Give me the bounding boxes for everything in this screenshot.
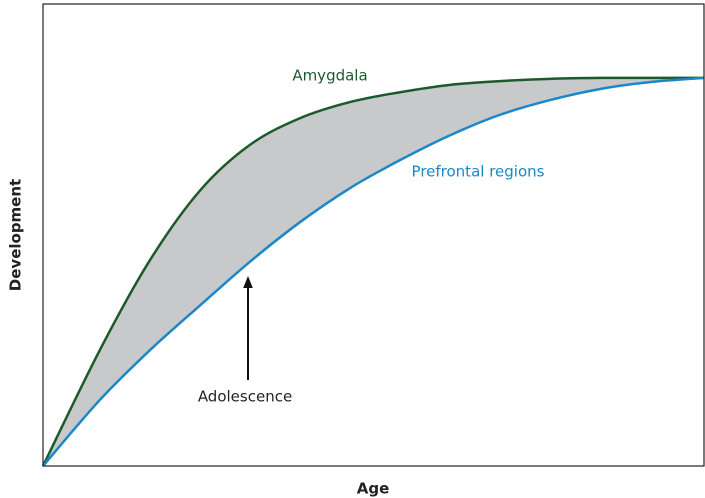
series-label: Prefrontal regions [412,163,545,181]
x-axis-title: Age [357,480,390,498]
y-axis-title: Development [7,179,25,291]
plot-area [41,76,705,467]
series-label: Amygdala [292,67,367,85]
annotation: Adolescence [198,388,292,406]
plot-frame [42,3,705,467]
fill-between [43,77,704,466]
line [41,76,704,467]
line [42,76,705,467]
